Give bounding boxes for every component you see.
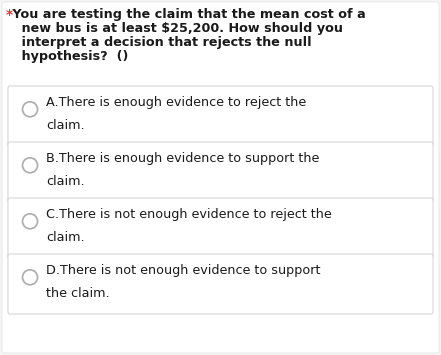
Circle shape <box>22 102 37 117</box>
Text: B.There is enough evidence to support the: B.There is enough evidence to support th… <box>46 152 319 165</box>
FancyBboxPatch shape <box>2 2 439 353</box>
Text: claim.: claim. <box>46 175 85 188</box>
Text: You are testing the claim that the mean cost of a: You are testing the claim that the mean … <box>8 8 366 21</box>
Text: A.There is enough evidence to reject the: A.There is enough evidence to reject the <box>46 97 306 109</box>
Text: C.There is not enough evidence to reject the: C.There is not enough evidence to reject… <box>46 208 332 222</box>
Circle shape <box>22 270 37 285</box>
FancyBboxPatch shape <box>8 142 433 202</box>
Text: the claim.: the claim. <box>46 287 110 300</box>
Text: claim.: claim. <box>46 119 85 132</box>
Text: interpret a decision that rejects the null: interpret a decision that rejects the nu… <box>8 36 312 49</box>
FancyBboxPatch shape <box>8 86 433 146</box>
Text: D.There is not enough evidence to support: D.There is not enough evidence to suppor… <box>46 264 321 277</box>
FancyBboxPatch shape <box>8 254 433 314</box>
Text: *: * <box>6 8 13 22</box>
FancyBboxPatch shape <box>8 198 433 258</box>
Circle shape <box>22 214 37 229</box>
Circle shape <box>22 158 37 173</box>
Text: hypothesis?  (): hypothesis? () <box>8 50 128 63</box>
Text: claim.: claim. <box>46 231 85 244</box>
Text: new bus is at least $25,200. How should you: new bus is at least $25,200. How should … <box>8 22 343 35</box>
